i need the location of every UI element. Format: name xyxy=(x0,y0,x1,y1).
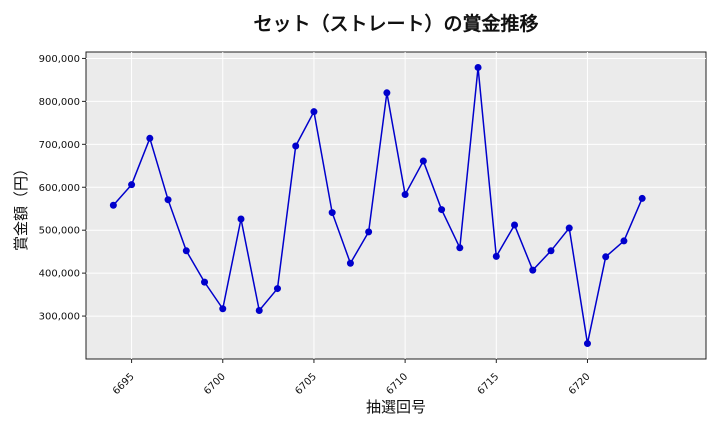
data-point xyxy=(273,285,281,293)
data-point xyxy=(109,201,117,209)
data-point xyxy=(456,244,464,252)
data-point xyxy=(182,247,190,255)
x-axis-label: 抽選回号 xyxy=(366,398,426,416)
plot-area xyxy=(85,51,707,360)
x-tick-label: 6700 xyxy=(202,371,228,397)
data-point xyxy=(128,181,136,189)
y-tick-label: 500,000 xyxy=(39,226,80,237)
y-axis-label: 賞金額（円） xyxy=(12,161,30,251)
data-point xyxy=(346,259,354,267)
data-point xyxy=(365,228,373,236)
x-tick-label: 6715 xyxy=(476,371,502,397)
data-point xyxy=(201,278,209,286)
data-point xyxy=(511,221,519,229)
data-point xyxy=(529,266,537,274)
y-tick-label: 800,000 xyxy=(39,97,80,108)
data-point xyxy=(583,340,591,348)
data-point xyxy=(419,157,427,165)
data-point xyxy=(547,247,555,255)
y-tick-label: 400,000 xyxy=(39,269,80,280)
series-group xyxy=(109,63,646,348)
data-point xyxy=(146,134,154,142)
data-point xyxy=(602,253,610,261)
x-tick-label: 6720 xyxy=(567,371,593,397)
data-point xyxy=(438,206,446,214)
data-point xyxy=(328,209,336,217)
data-point xyxy=(310,108,318,116)
chart-title: セット（ストレート）の賞金推移 xyxy=(253,12,538,35)
data-point xyxy=(219,305,227,313)
series-line xyxy=(112,67,643,344)
data-point xyxy=(492,252,500,260)
data-point xyxy=(565,224,573,232)
data-point xyxy=(401,191,409,199)
x-tick-label: 6705 xyxy=(293,371,319,397)
x-tick-label: 6710 xyxy=(384,371,410,397)
x-axis-ticks: 6695 6700 6705 6710 6715 6720 xyxy=(111,359,593,397)
data-point xyxy=(164,196,172,204)
data-point xyxy=(638,194,646,202)
y-tick-label: 600,000 xyxy=(39,183,80,194)
x-tick-label: 6695 xyxy=(111,371,137,397)
y-tick-label: 700,000 xyxy=(39,140,80,151)
data-point xyxy=(383,89,391,97)
data-point xyxy=(620,237,628,245)
y-tick-label: 900,000 xyxy=(39,54,80,65)
data-point xyxy=(255,306,263,314)
y-tick-label: 300,000 xyxy=(39,312,80,323)
y-axis-ticks: 300,000 400,000 500,000 600,000 700,000 800,0… xyxy=(39,54,86,323)
data-point xyxy=(292,142,300,150)
data-point xyxy=(474,63,482,71)
data-point xyxy=(237,215,245,223)
